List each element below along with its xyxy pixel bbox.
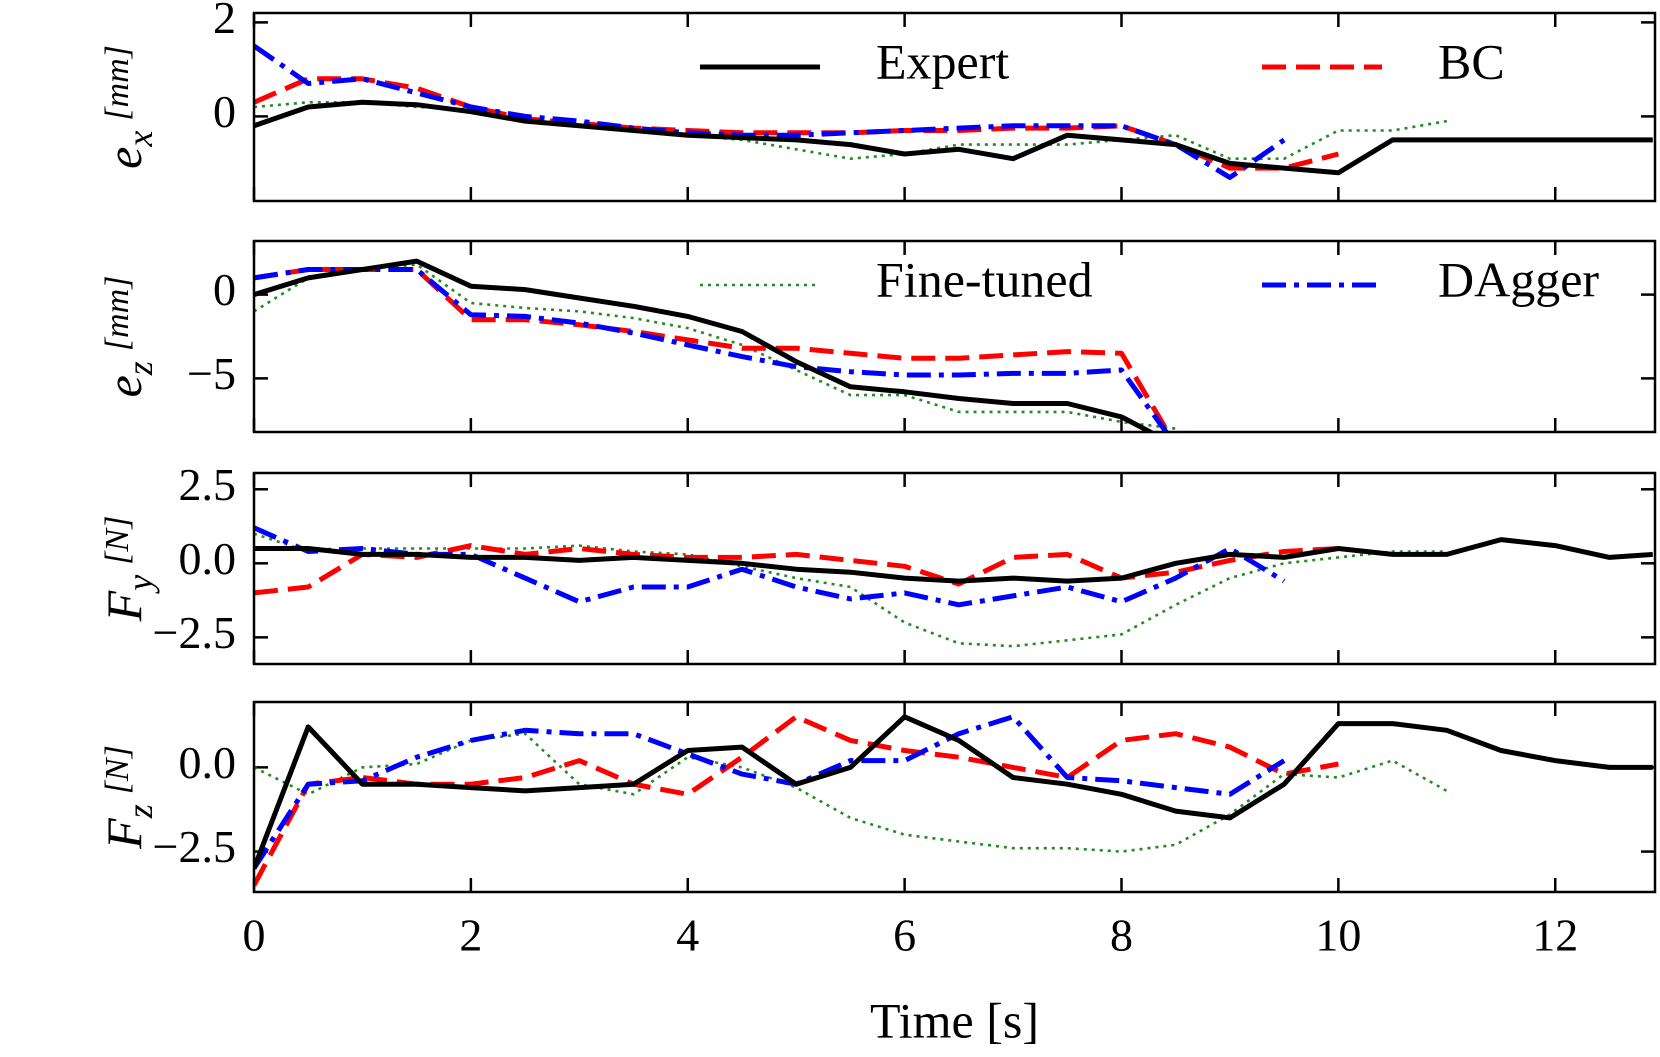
legend-label: DAgger (1438, 251, 1599, 307)
series-line (254, 714, 1653, 870)
y-axis-label: Fz [N] (96, 745, 160, 850)
legend-label: Fine-tuned (876, 251, 1093, 307)
y-label-unit: [mm] (99, 45, 136, 121)
y-label-unit: [N] (99, 745, 136, 794)
y-label-unit: [mm] (99, 276, 136, 352)
series-line (254, 532, 1447, 648)
y-tick-label: 0.0 (179, 533, 237, 584)
legend-label: BC (1438, 33, 1505, 89)
y-label-subscript: y (120, 575, 160, 594)
series-line (254, 714, 1286, 870)
y-label-subscript: z (120, 804, 160, 819)
x-tick-label: 10 (1315, 910, 1361, 961)
axes-frame (252, 700, 1657, 894)
axes-frame (252, 471, 1657, 666)
series-line (254, 101, 1448, 160)
axes-frame (252, 239, 1657, 434)
x-tick-label: 4 (676, 910, 699, 961)
x-tick-label: 6 (893, 910, 916, 961)
plot-area (254, 714, 1653, 887)
x-axis-label: Time [s] (870, 992, 1039, 1048)
plot-area (254, 43, 1653, 180)
y-tick-label: 2.5 (179, 459, 237, 510)
y-label-subscript: z (120, 361, 160, 376)
y-tick-label: 0 (213, 264, 236, 315)
y-tick-label: −5 (187, 348, 236, 399)
series-line (254, 263, 1176, 430)
series-line (254, 537, 1653, 584)
y-tick-label: −2.5 (153, 821, 236, 872)
y-label-symbol: F (96, 818, 152, 850)
x-tick-label: 2 (459, 910, 482, 961)
legend-label: Expert (876, 33, 1009, 89)
y-label-symbol: e (96, 375, 152, 397)
y-axis-label: Fy [N] (96, 516, 160, 623)
y-label-symbol: F (96, 590, 152, 622)
series-line (254, 76, 1340, 171)
y-label-subscript: x (120, 131, 160, 148)
y-tick-label: 0 (213, 86, 236, 137)
series-line (254, 525, 1286, 608)
y-axis-label: ez [mm] (96, 276, 160, 398)
plot-area (254, 258, 1176, 432)
plot-area (254, 525, 1653, 648)
y-tick-label: 0.0 (179, 737, 237, 788)
series-line (254, 267, 1170, 432)
y-label-symbol: e (96, 147, 152, 169)
series-line (254, 732, 1448, 853)
series-line (254, 258, 1156, 432)
axes-frame (252, 11, 1657, 203)
y-tick-label: 2 (213, 0, 236, 43)
x-tick-label: 8 (1110, 910, 1133, 961)
series-line (254, 99, 1653, 176)
series-line (254, 43, 1286, 180)
y-label-unit: [N] (99, 516, 136, 565)
y-axis-label: ex [mm] (96, 45, 160, 169)
y-tick-label: −2.5 (153, 607, 236, 658)
x-tick-label: 0 (243, 910, 266, 961)
x-tick-label: 12 (1532, 910, 1578, 961)
series-line (254, 714, 1339, 887)
